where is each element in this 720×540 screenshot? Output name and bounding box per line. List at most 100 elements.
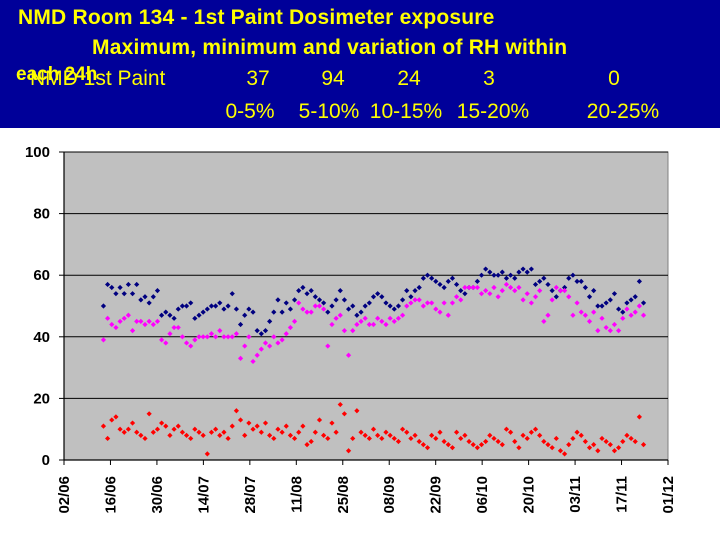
point-variation-99 bbox=[512, 438, 518, 445]
point-max-57 bbox=[337, 288, 343, 294]
point-variation-42 bbox=[275, 426, 281, 432]
point-max-84 bbox=[449, 275, 456, 281]
point-min-100 bbox=[516, 284, 522, 291]
point-min-130 bbox=[640, 312, 647, 318]
point-variation-45 bbox=[287, 432, 294, 438]
point-max-38 bbox=[258, 331, 264, 337]
point-max-104 bbox=[532, 281, 539, 288]
point-max-82 bbox=[441, 284, 447, 291]
point-min-3 bbox=[113, 324, 119, 331]
point-min-73 bbox=[404, 303, 410, 309]
point-variation-109 bbox=[553, 435, 559, 442]
point-variation-47 bbox=[296, 429, 302, 435]
point-min-75 bbox=[412, 297, 418, 303]
point-min-116 bbox=[582, 312, 588, 318]
point-variation-40 bbox=[267, 432, 273, 438]
point-variation-129 bbox=[636, 414, 642, 420]
point-max-17 bbox=[171, 315, 177, 321]
point-max-75 bbox=[412, 288, 418, 294]
point-variation-97 bbox=[503, 426, 510, 432]
point-min-25 bbox=[204, 334, 210, 340]
point-min-125 bbox=[620, 315, 626, 321]
point-max-51 bbox=[312, 294, 318, 300]
point-max-25 bbox=[204, 306, 210, 312]
point-variation-41 bbox=[271, 435, 277, 442]
range-5-10: 5-10% bbox=[298, 100, 360, 123]
point-max-16 bbox=[167, 312, 173, 318]
x-tick-label-12: 17/11 bbox=[614, 476, 631, 513]
point-variation-101 bbox=[520, 432, 526, 438]
point-variation-80 bbox=[433, 435, 439, 442]
point-variation-8 bbox=[134, 429, 140, 435]
point-min-0 bbox=[100, 337, 107, 343]
point-variation-14 bbox=[159, 420, 165, 426]
point-min-50 bbox=[308, 309, 314, 315]
point-min-70 bbox=[391, 318, 397, 324]
point-min-5 bbox=[121, 315, 127, 321]
point-min-33 bbox=[237, 355, 244, 361]
point-min-17 bbox=[171, 324, 177, 331]
point-max-121 bbox=[603, 300, 609, 306]
point-min-74 bbox=[408, 300, 414, 306]
point-min-89 bbox=[470, 284, 476, 291]
point-min-10 bbox=[142, 321, 148, 328]
point-min-69 bbox=[387, 315, 393, 321]
point-variation-87 bbox=[462, 432, 468, 438]
point-variation-74 bbox=[408, 435, 414, 442]
point-max-85 bbox=[453, 281, 460, 288]
title-line2: Maximum, minimum and variation of RH wit… bbox=[92, 36, 568, 59]
point-min-35 bbox=[246, 334, 252, 340]
point-variation-0 bbox=[100, 423, 107, 429]
point-variation-56 bbox=[333, 429, 339, 435]
point-max-62 bbox=[358, 309, 364, 315]
point-variation-15 bbox=[163, 423, 169, 429]
point-variation-85 bbox=[453, 429, 460, 435]
point-variation-18 bbox=[175, 423, 181, 429]
point-max-83 bbox=[445, 278, 451, 284]
point-max-34 bbox=[242, 312, 248, 318]
point-max-74 bbox=[408, 294, 414, 300]
point-variation-113 bbox=[570, 435, 576, 442]
point-max-12 bbox=[150, 294, 156, 300]
point-min-71 bbox=[395, 315, 402, 321]
point-min-37 bbox=[254, 352, 260, 358]
point-max-24 bbox=[200, 309, 206, 315]
point-max-5 bbox=[121, 291, 127, 297]
point-max-55 bbox=[329, 303, 335, 309]
point-variation-102 bbox=[524, 435, 530, 442]
point-max-61 bbox=[354, 312, 360, 318]
point-variation-1 bbox=[105, 435, 111, 442]
point-min-67 bbox=[379, 318, 385, 324]
point-min-48 bbox=[300, 306, 306, 312]
point-min-101 bbox=[520, 297, 526, 303]
point-variation-48 bbox=[300, 423, 306, 429]
point-min-23 bbox=[196, 334, 202, 340]
x-tick-label-4: 28/07 bbox=[242, 476, 259, 514]
point-max-11 bbox=[146, 300, 152, 306]
point-variation-10 bbox=[142, 435, 148, 442]
point-min-117 bbox=[586, 318, 593, 324]
point-variation-96 bbox=[499, 442, 505, 448]
point-max-101 bbox=[520, 266, 526, 272]
point-min-34 bbox=[242, 343, 248, 349]
point-max-96 bbox=[499, 269, 505, 275]
point-max-119 bbox=[595, 303, 601, 309]
point-max-14 bbox=[159, 312, 165, 318]
point-max-73 bbox=[404, 288, 410, 294]
point-max-39 bbox=[262, 328, 269, 334]
point-min-88 bbox=[466, 284, 472, 291]
point-min-94 bbox=[491, 284, 497, 291]
point-max-15 bbox=[163, 309, 169, 315]
point-variation-35 bbox=[246, 420, 252, 426]
point-max-105 bbox=[537, 278, 543, 284]
point-min-56 bbox=[333, 315, 339, 321]
x-tick-label-9: 06/10 bbox=[474, 476, 491, 514]
point-variation-57 bbox=[337, 401, 343, 408]
point-min-72 bbox=[399, 312, 406, 318]
point-max-123 bbox=[611, 291, 618, 297]
point-max-0 bbox=[100, 303, 107, 309]
point-variation-124 bbox=[616, 445, 622, 451]
point-min-106 bbox=[541, 318, 547, 324]
point-max-69 bbox=[387, 303, 393, 309]
point-variation-19 bbox=[179, 429, 185, 435]
